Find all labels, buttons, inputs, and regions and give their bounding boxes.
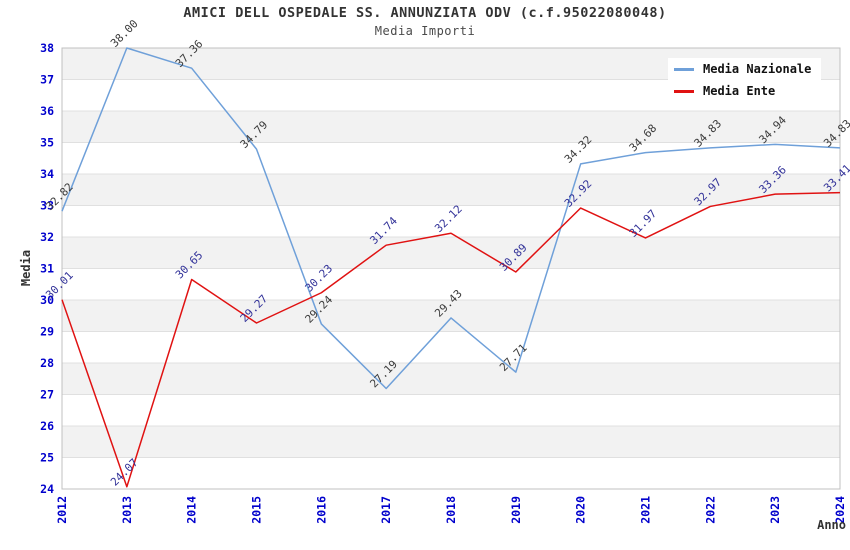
band xyxy=(62,300,840,332)
y-tick-label: 37 xyxy=(40,73,54,87)
x-tick-label: 2015 xyxy=(250,496,264,524)
y-tick-label: 36 xyxy=(40,104,54,118)
band xyxy=(62,237,840,269)
x-tick-label: 2012 xyxy=(55,496,69,524)
legend-label-media-ente: Media Ente xyxy=(703,84,776,98)
y-tick-label: 33 xyxy=(40,199,54,213)
legend-label-media-nazionale: Media Nazionale xyxy=(703,62,812,76)
y-tick-label: 26 xyxy=(40,419,54,433)
y-tick-label: 27 xyxy=(40,388,54,402)
y-tick-label: 24 xyxy=(40,482,54,496)
x-tick-label: 2022 xyxy=(703,496,717,524)
y-tick-label: 25 xyxy=(40,451,54,465)
x-tick-label: 2023 xyxy=(768,496,782,524)
legend-swatch-media-nazionale xyxy=(674,67,694,71)
data-label: 32.12 xyxy=(432,202,465,235)
series-line-media-ente xyxy=(61,191,841,488)
y-tick-label: 32 xyxy=(40,230,54,244)
data-label: 31.97 xyxy=(627,207,660,240)
band xyxy=(62,174,840,206)
x-tick-label: 2020 xyxy=(574,496,588,524)
series-line-media-nazionale xyxy=(61,47,841,390)
legend-swatch-media-ente xyxy=(674,89,694,93)
y-tick-label: 38 xyxy=(40,41,54,55)
x-tick-label: 2016 xyxy=(314,496,328,524)
x-tick-label: 2013 xyxy=(120,496,134,524)
y-tick-label: 29 xyxy=(40,325,54,339)
y-axis-title: Media xyxy=(19,250,33,286)
x-tick-label: 2019 xyxy=(509,496,523,524)
y-tick-label: 35 xyxy=(40,136,54,150)
band xyxy=(62,426,840,458)
y-tick-label: 28 xyxy=(40,356,54,370)
chart-subtitle: Media Importi xyxy=(374,24,476,38)
chart-title: AMICI DELL OSPEDALE SS. ANNUNZIATA ODV (… xyxy=(183,5,667,21)
legend-item-media-ente: Media Ente xyxy=(668,80,822,102)
data-label: 24.07 xyxy=(108,456,141,489)
x-tick-label: 2021 xyxy=(639,496,653,524)
band xyxy=(62,111,840,143)
x-axis-title: Anno xyxy=(817,518,846,532)
x-tick-label: 2014 xyxy=(185,496,199,524)
y-tick-label: 34 xyxy=(40,167,54,181)
legend-item-media-nazionale: Media Nazionale xyxy=(668,58,822,80)
band xyxy=(62,363,840,395)
plot-border xyxy=(61,47,841,490)
y-tick-label: 31 xyxy=(40,262,54,276)
x-tick-label: 2018 xyxy=(444,496,458,524)
x-tick-label: 2017 xyxy=(379,496,393,524)
x-tick-label: 2024 xyxy=(833,496,847,524)
y-tick-label: 30 xyxy=(40,293,54,307)
legend: Media Nazionale Media Ente xyxy=(668,58,822,102)
